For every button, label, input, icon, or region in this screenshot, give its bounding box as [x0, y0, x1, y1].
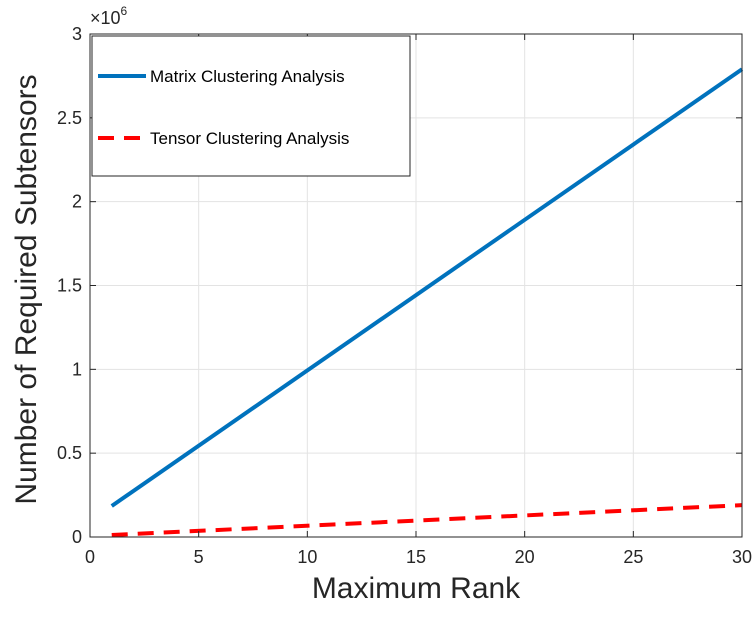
- y-tick-label: 0.5: [57, 443, 82, 463]
- legend: Matrix Clustering Analysis Tensor Cluste…: [91, 35, 411, 177]
- y-tick-label: 3: [72, 24, 82, 44]
- legend-box: [91, 35, 411, 177]
- legend-label-tensor: Tensor Clustering Analysis: [150, 129, 349, 148]
- x-axis-label: Maximum Rank: [312, 572, 521, 605]
- x-tick-label: 30: [732, 547, 752, 567]
- y-exponent: ×106: [90, 4, 128, 28]
- ticks: 0 5 10 15 20 25 30 0 0.5 1 1.5 2 2.5 3: [57, 24, 752, 567]
- y-tick-label: 1.5: [57, 276, 82, 296]
- x-tick-label: 20: [515, 547, 535, 567]
- legend-label-matrix: Matrix Clustering Analysis: [150, 67, 345, 86]
- x-tick-label: 25: [623, 547, 643, 567]
- y-tick-label: 0: [72, 527, 82, 547]
- x-tick-label: 0: [85, 547, 95, 567]
- y-tick-label: 2.5: [57, 108, 82, 128]
- x-tick-label: 10: [297, 547, 317, 567]
- y-tick-label: 2: [72, 192, 82, 212]
- x-tick-label: 5: [194, 547, 204, 567]
- y-axis-label: Number of Required Subtensors: [10, 74, 43, 504]
- series-line-matrix: [110, 67, 744, 508]
- y-tick-label: 1: [72, 359, 82, 379]
- series-line-tensor: [111, 503, 743, 537]
- x-tick-label: 15: [406, 547, 426, 567]
- series-layer: [110, 67, 744, 537]
